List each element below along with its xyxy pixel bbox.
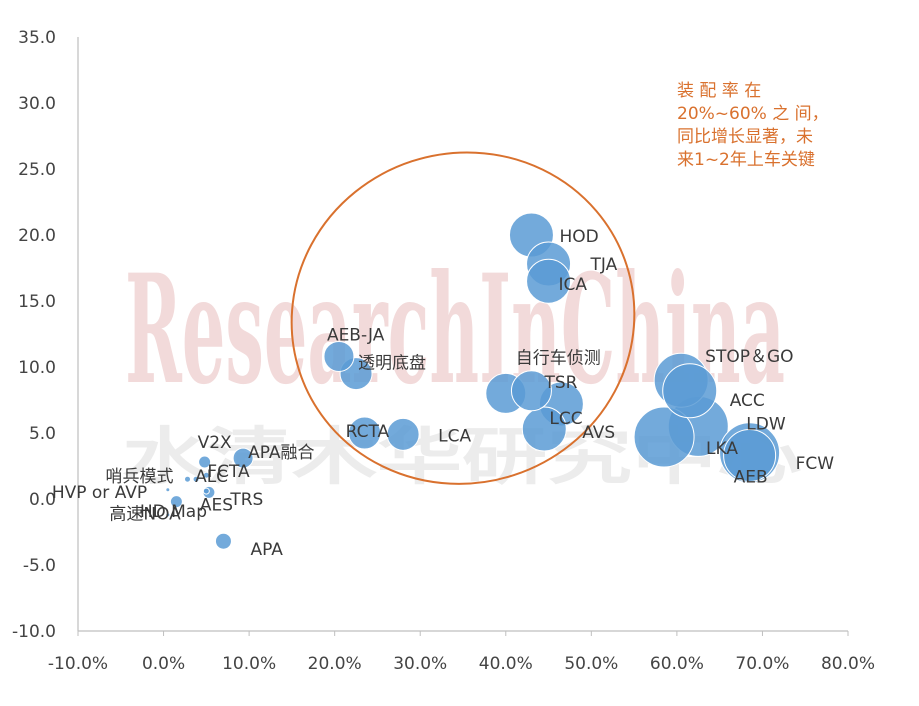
bubble [184,475,192,483]
bubble-label: LCA [438,426,471,446]
y-tick-label: -5.0 [23,556,56,576]
bubble [386,417,420,451]
bubble [165,512,171,518]
x-tick-label: 50.0% [564,654,618,674]
bubble [202,487,210,495]
x-tick-label: 80.0% [821,654,875,674]
bubble-label: 高速NOA [109,505,181,525]
bubble-label: AVS [582,423,615,443]
annotation: 装 配 率 在 20%~60% 之 间， 同比增长显著，未 来1~2年上车关键 [677,80,859,172]
y-tick-label: 0.0 [29,490,56,510]
bubble-label: LCC [549,409,582,429]
highlight-ellipse [290,151,636,485]
bubble-label: AEB-JA [327,325,385,345]
bubble [169,495,183,509]
x-tick-label: 0.0% [142,654,185,674]
y-tick-label: 35.0 [18,28,56,48]
bubble-label: TSR [543,373,577,393]
bubble-label: LKA [706,439,738,459]
bubble [633,406,695,468]
highlight-ellipse [290,151,636,485]
bubble-label: ALC [195,467,228,487]
y-tick-label: 15.0 [18,292,56,312]
x-tick-label: 40.0% [479,654,533,674]
bubble [232,447,254,469]
bubble-label: 自行车侦测 [516,348,601,368]
bubble [521,406,567,452]
bubble-label: HVP or AVP [52,483,147,503]
bubble-label: APA融合 [248,443,314,463]
axes: -10.0 -5.0 0.0 5.0 10.0 15.0 20.0 25.0 30.0 35.0 -… [12,28,875,674]
bubble-label: STOP＆GO [705,347,793,367]
bubble [192,475,200,483]
x-tick-label: 70.0% [735,654,789,674]
bubble-label: AEB [734,467,768,487]
bubble [526,258,572,304]
bubble-label: LDW [746,414,786,434]
x-tick-label: 30.0% [393,654,447,674]
bubble-label: ACC [730,391,765,411]
y-tick-label: 25.0 [18,160,56,180]
annotation-line: 装 配 率 在 [677,81,762,101]
y-tick-label: 20.0 [18,226,56,246]
bubble-label: FCW [796,454,835,474]
bubble [662,363,718,419]
annotation-line: 来1~2年上车关键 [677,150,815,170]
bubble-label: V2X [198,433,232,453]
bubble-label: RCTA [346,422,390,442]
bubble [723,428,777,482]
y-tick-label: 10.0 [18,358,56,378]
bubble-label: APA [250,540,283,560]
bubble [323,340,355,372]
x-tick-label: 60.0% [650,654,704,674]
y-tick-label: -10.0 [12,622,56,642]
bubbles [165,212,781,550]
bubble-label: AES [200,495,233,515]
bubble [202,471,210,479]
bubble [510,370,552,412]
bubble [214,532,232,550]
bubble [165,487,171,493]
x-tick-label: 20.0% [308,654,362,674]
x-tick-label: -10.0% [48,654,108,674]
y-tick-label: 30.0 [18,94,56,114]
bubble-label: HD Map [140,502,207,522]
bubble-label: ICA [559,275,588,295]
bubble-label: HOD [559,227,598,247]
annotation-line: 20%~60% 之 间， [677,104,829,124]
bubble-label: TJA [590,255,618,275]
annotation-line: 同比增长显著，未 [677,127,813,147]
x-tick-label: 10.0% [222,654,276,674]
bubble-label: TRS [229,490,263,510]
bubble-label: FCTA [207,462,250,482]
bubble-label: 透明底盘 [358,354,426,374]
bubble-label: 哨兵模式 [106,467,174,487]
y-tick-label: 5.0 [29,424,56,444]
bubble [348,416,382,450]
bubble [198,455,212,469]
